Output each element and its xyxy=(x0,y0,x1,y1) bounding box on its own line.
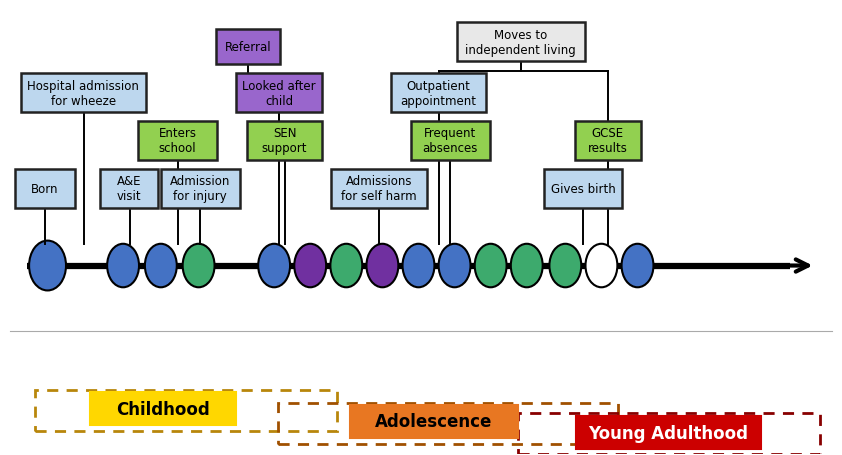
FancyBboxPatch shape xyxy=(457,23,584,62)
Bar xyxy=(89,393,237,425)
Text: GCSE
results: GCSE results xyxy=(588,127,627,155)
FancyBboxPatch shape xyxy=(411,121,490,161)
Text: Admission
for injury: Admission for injury xyxy=(170,175,231,202)
FancyBboxPatch shape xyxy=(138,121,217,161)
Ellipse shape xyxy=(29,241,66,291)
Text: Hospital admission
for wheeze: Hospital admission for wheeze xyxy=(27,80,139,108)
Ellipse shape xyxy=(621,244,653,288)
Ellipse shape xyxy=(258,244,290,288)
Ellipse shape xyxy=(330,244,362,288)
Text: Referral: Referral xyxy=(225,41,271,54)
FancyBboxPatch shape xyxy=(216,30,280,65)
Ellipse shape xyxy=(366,244,398,288)
Text: Looked after
child: Looked after child xyxy=(242,80,316,108)
Bar xyxy=(518,413,819,454)
Ellipse shape xyxy=(511,244,543,288)
FancyBboxPatch shape xyxy=(248,121,322,161)
Bar xyxy=(35,390,337,431)
Ellipse shape xyxy=(549,244,581,288)
FancyBboxPatch shape xyxy=(331,169,427,208)
Bar xyxy=(576,416,761,449)
Text: Outpatient
appointment: Outpatient appointment xyxy=(401,80,477,108)
Bar xyxy=(349,405,518,438)
FancyBboxPatch shape xyxy=(100,169,158,208)
Text: Admissions
for self harm: Admissions for self harm xyxy=(341,175,417,202)
FancyBboxPatch shape xyxy=(15,169,75,208)
Ellipse shape xyxy=(183,244,215,288)
FancyBboxPatch shape xyxy=(574,121,641,161)
Text: Born: Born xyxy=(31,182,59,195)
Text: Young Adulthood: Young Adulthood xyxy=(589,424,749,442)
Ellipse shape xyxy=(107,244,139,288)
Text: SEN
support: SEN support xyxy=(262,127,307,155)
Text: Moves to
independent living: Moves to independent living xyxy=(466,29,576,56)
FancyBboxPatch shape xyxy=(237,74,322,113)
FancyBboxPatch shape xyxy=(544,169,622,208)
Ellipse shape xyxy=(145,244,177,288)
Text: Gives birth: Gives birth xyxy=(551,182,616,195)
FancyBboxPatch shape xyxy=(391,74,487,113)
Ellipse shape xyxy=(475,244,507,288)
FancyBboxPatch shape xyxy=(161,169,240,208)
Text: Enters
school: Enters school xyxy=(158,127,197,155)
Bar xyxy=(279,403,618,444)
Text: Frequent
absences: Frequent absences xyxy=(423,127,478,155)
FancyBboxPatch shape xyxy=(21,74,146,113)
Ellipse shape xyxy=(439,244,471,288)
Ellipse shape xyxy=(402,244,434,288)
Text: Childhood: Childhood xyxy=(116,400,210,418)
Text: A&E
visit: A&E visit xyxy=(117,175,141,202)
Text: Adolescence: Adolescence xyxy=(375,413,493,430)
Ellipse shape xyxy=(294,244,326,288)
Ellipse shape xyxy=(585,244,617,288)
